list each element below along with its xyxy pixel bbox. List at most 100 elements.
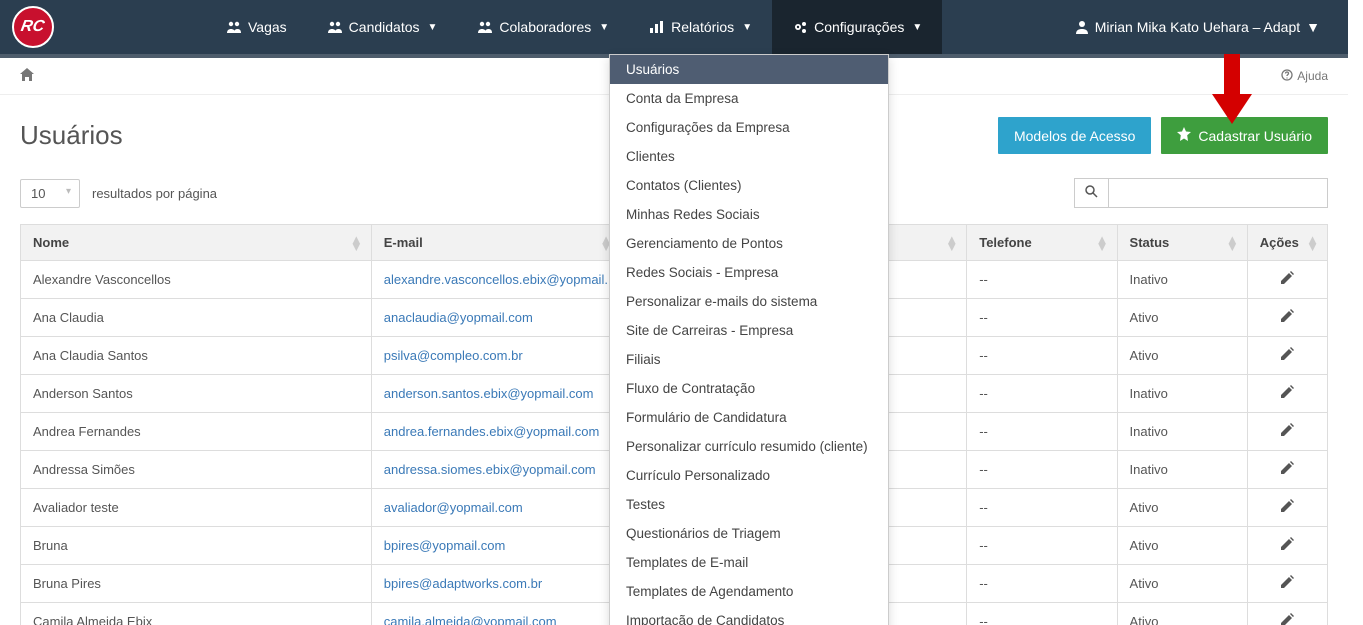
cell-telefone: --	[967, 299, 1117, 337]
home-icon[interactable]	[20, 68, 34, 84]
dropdown-item[interactable]: Testes	[610, 490, 888, 519]
cell-status: Inativo	[1117, 261, 1247, 299]
cell-telefone: --	[967, 603, 1117, 625]
nav-candidatos[interactable]: Candidatos ▼	[307, 0, 458, 54]
email-link[interactable]: alexandre.vasconcellos.ebix@yopmail.	[384, 272, 608, 287]
sort-icon: ▲▼	[1096, 236, 1109, 250]
cell-nome: Anderson Santos	[21, 375, 372, 413]
email-link[interactable]: bpires@adaptworks.com.br	[384, 576, 542, 591]
dropdown-item[interactable]: Gerenciamento de Pontos	[610, 229, 888, 258]
dropdown-item[interactable]: Personalizar e-mails do sistema	[610, 287, 888, 316]
cell-nome: Camila Almeida Ebix	[21, 603, 372, 625]
th-email[interactable]: E-mail▲▼	[371, 225, 621, 261]
page-size-suffix: resultados por página	[92, 186, 217, 201]
users-icon	[327, 20, 343, 34]
email-link[interactable]: psilva@compleo.com.br	[384, 348, 523, 363]
dropdown-item[interactable]: Conta da Empresa	[610, 84, 888, 113]
cell-status: Ativo	[1117, 565, 1247, 603]
user-icon	[1075, 20, 1089, 34]
dropdown-item[interactable]: Filiais	[610, 345, 888, 374]
th-status[interactable]: Status▲▼	[1117, 225, 1247, 261]
cell-acoes	[1247, 375, 1327, 413]
th-acoes[interactable]: Ações ▲▼	[1247, 225, 1327, 261]
cell-email: camila.almeida@yopmail.com	[371, 603, 621, 625]
star-icon	[1177, 127, 1191, 144]
th-nome[interactable]: Nome▲▼	[21, 225, 372, 261]
cell-email: andressa.siomes.ebix@yopmail.com	[371, 451, 621, 489]
th-label: Ações	[1260, 235, 1299, 250]
email-link[interactable]: andrea.fernandes.ebix@yopmail.com	[384, 424, 600, 439]
edit-icon[interactable]	[1280, 387, 1294, 402]
dropdown-item[interactable]: Site de Carreiras - Empresa	[610, 316, 888, 345]
email-link[interactable]: anaclaudia@yopmail.com	[384, 310, 533, 325]
dropdown-item[interactable]: Templates de Agendamento	[610, 577, 888, 606]
cell-telefone: --	[967, 451, 1117, 489]
cell-email: avaliador@yopmail.com	[371, 489, 621, 527]
users-icon	[477, 20, 493, 34]
email-link[interactable]: bpires@yopmail.com	[384, 538, 506, 553]
th-label: Status	[1130, 235, 1170, 250]
dropdown-item[interactable]: Minhas Redes Sociais	[610, 200, 888, 229]
dropdown-item[interactable]: Importação de Candidatos	[610, 606, 888, 625]
th-telefone[interactable]: Telefone ▲▼	[967, 225, 1117, 261]
email-link[interactable]: anderson.santos.ebix@yopmail.com	[384, 386, 594, 401]
dropdown-item[interactable]: Usuários	[610, 55, 888, 84]
edit-icon[interactable]	[1280, 539, 1294, 554]
edit-icon[interactable]	[1280, 615, 1294, 625]
page-title: Usuários	[20, 120, 123, 151]
th-label: Telefone	[979, 235, 1032, 250]
edit-icon[interactable]	[1280, 273, 1294, 288]
cell-status: Inativo	[1117, 451, 1247, 489]
edit-icon[interactable]	[1280, 577, 1294, 592]
users-icon	[226, 20, 242, 34]
dropdown-item[interactable]: Currículo Personalizado	[610, 461, 888, 490]
edit-icon[interactable]	[1280, 463, 1294, 478]
email-link[interactable]: camila.almeida@yopmail.com	[384, 614, 557, 625]
edit-icon[interactable]	[1280, 501, 1294, 516]
nav-user-menu[interactable]: Mirian Mika Kato Uehara – Adapt ▼	[1047, 19, 1348, 35]
dropdown-item[interactable]: Redes Sociais - Empresa	[610, 258, 888, 287]
cell-nome: Ana Claudia Santos	[21, 337, 372, 375]
nav-items: Vagas Candidatos ▼ Colaboradores ▼ Relat…	[206, 0, 942, 54]
page-size-value: 10	[31, 186, 45, 201]
nav-vagas[interactable]: Vagas	[206, 0, 307, 54]
cell-status: Inativo	[1117, 413, 1247, 451]
annotation-arrow-icon	[1210, 54, 1254, 126]
edit-icon[interactable]	[1280, 349, 1294, 364]
caret-down-icon: ▼	[1306, 19, 1320, 35]
dropdown-item[interactable]: Contatos (Clientes)	[610, 171, 888, 200]
email-link[interactable]: andressa.siomes.ebix@yopmail.com	[384, 462, 596, 477]
cell-telefone: --	[967, 337, 1117, 375]
sort-icon: ▲▼	[1306, 236, 1319, 250]
cell-status: Ativo	[1117, 337, 1247, 375]
dropdown-item[interactable]: Configurações da Empresa	[610, 113, 888, 142]
cell-acoes	[1247, 527, 1327, 565]
nav-user-label: Mirian Mika Kato Uehara – Adapt	[1095, 19, 1300, 35]
dropdown-item[interactable]: Fluxo de Contratação	[610, 374, 888, 403]
search-button[interactable]	[1074, 178, 1108, 208]
cell-nome: Alexandre Vasconcellos	[21, 261, 372, 299]
dropdown-item[interactable]: Clientes	[610, 142, 888, 171]
dropdown-item[interactable]: Templates de E-mail	[610, 548, 888, 577]
edit-icon[interactable]	[1280, 311, 1294, 326]
dropdown-item[interactable]: Questionários de Triagem	[610, 519, 888, 548]
nav-colaboradores[interactable]: Colaboradores ▼	[457, 0, 629, 54]
search-input[interactable]	[1108, 178, 1328, 208]
page-size-select[interactable]: 10	[20, 179, 80, 208]
nav-relatorios[interactable]: Relatórios ▼	[629, 0, 772, 54]
help-link[interactable]: Ajuda	[1281, 69, 1328, 84]
cell-status: Ativo	[1117, 489, 1247, 527]
cell-acoes	[1247, 451, 1327, 489]
dropdown-item[interactable]: Formulário de Candidatura	[610, 403, 888, 432]
modelos-acesso-button[interactable]: Modelos de Acesso	[998, 117, 1151, 154]
email-link[interactable]: avaliador@yopmail.com	[384, 500, 523, 515]
question-icon	[1281, 69, 1293, 84]
nav-configuracoes[interactable]: Configurações ▼	[772, 0, 942, 54]
cell-nome: Ana Claudia	[21, 299, 372, 337]
cell-acoes	[1247, 261, 1327, 299]
dropdown-item[interactable]: Personalizar currículo resumido (cliente…	[610, 432, 888, 461]
logo[interactable]: RC	[12, 6, 54, 48]
edit-icon[interactable]	[1280, 425, 1294, 440]
cell-telefone: --	[967, 489, 1117, 527]
btn-label: Modelos de Acesso	[1014, 128, 1135, 144]
